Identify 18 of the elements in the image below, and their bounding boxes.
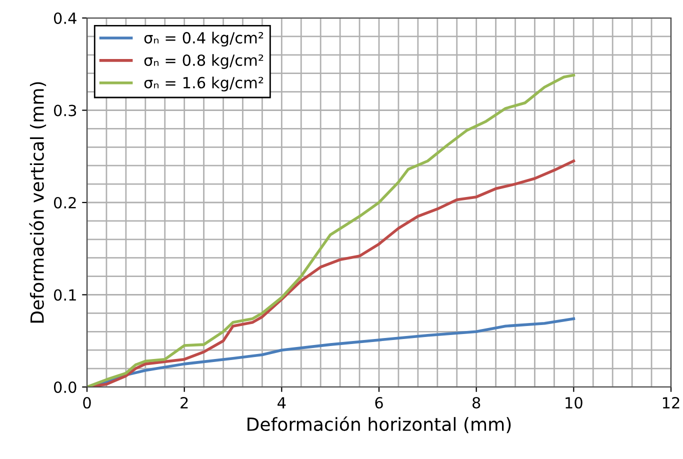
legend-label: σₙ = 0.8 kg/cm² [144,54,264,69]
x-tick-label: 0 [83,396,91,409]
legend-label: σₙ = 1.6 kg/cm² [144,76,264,92]
x-tick-label: 6 [375,396,383,409]
x-tick-label: 12 [662,396,680,408]
y-tick-label: 0.1 [54,289,76,301]
y-tick-label: 0.2 [54,196,76,209]
y-axis-title: Deformación vertical (mm) [29,82,46,323]
line-series [87,74,576,387]
x-tick-label: 4 [278,397,286,408]
x-axis-title: Deformación horizontal (mm) [248,416,511,434]
x-tick-label: 8 [472,396,480,409]
y-tick-label: 0.0 [54,381,76,394]
y-tick-label: 0.4 [54,12,76,24]
legend-label: σₙ = 0.4 kg/cm² [144,32,264,47]
x-tick-label: 2 [180,396,188,408]
y-tick-label: 0.3 [54,104,76,116]
x-tick-label: 10 [566,396,582,409]
